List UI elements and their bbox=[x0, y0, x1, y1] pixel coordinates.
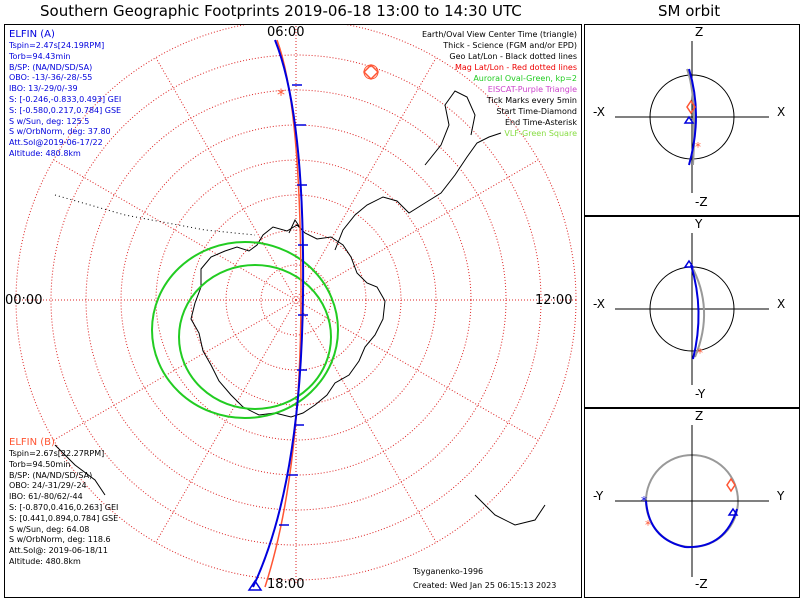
peninsula bbox=[288, 218, 302, 234]
axis-left: -X bbox=[593, 105, 605, 119]
elfin-b-line: IBO: 61/-80/62/-44 bbox=[9, 492, 83, 502]
legend-item: End Time-Asterisk bbox=[504, 118, 577, 127]
elfin-b-line: Altitude: 480.8km bbox=[9, 556, 81, 566]
elfin-b-name: ELFIN (B) bbox=[9, 437, 55, 448]
elfin-a-line: OBO: -13/-36/-28/-55 bbox=[9, 73, 93, 83]
elfin-b-line: B/SP: (NA/ND/SD/SA) bbox=[9, 470, 93, 480]
axis-top: Z bbox=[695, 25, 704, 39]
sm-plot-yz: * * bbox=[615, 425, 769, 577]
elfin-a-info: ELFIN (A) Tspin=2.47s[24.19RPM] Torb=94.… bbox=[9, 29, 121, 160]
axis-right: X bbox=[777, 105, 786, 119]
elfin-a-line: IBO: 13/-29/0/-39 bbox=[9, 84, 78, 94]
axis-bottom: -Y bbox=[695, 387, 706, 401]
time-label-top: 06:00 bbox=[267, 25, 305, 40]
elfin-b-line: S: [-0.870,0.416,0.263] GEI bbox=[9, 502, 119, 512]
elfin-a-line: S w/Sun, deg: 125.5 bbox=[9, 116, 90, 126]
map-title: Southern Geographic Footprints 2019-06-1… bbox=[40, 2, 522, 20]
elfin-b-info: ELFIN (B) Tspin=2.67s[22.27RPM] Torb=94.… bbox=[9, 437, 118, 568]
created-credit: Created: Wed Jan 25 06:15:13 2023 bbox=[413, 581, 557, 590]
elfin-a-track bbox=[252, 39, 305, 588]
end-asterisk-b: * bbox=[277, 85, 285, 104]
elfin-a-line: S: [-0.580,0.217,0.784] GSE bbox=[9, 105, 122, 115]
svg-text:*: * bbox=[695, 140, 701, 154]
elfin-a-ticks bbox=[279, 84, 308, 526]
sm-panel-yz: * * Z -Z -Y Y bbox=[584, 408, 800, 598]
elfin-b-line: Torb=94.50min bbox=[9, 459, 71, 469]
mag-lon-grid bbox=[16, 25, 576, 585]
sm-orbit-title: SM orbit bbox=[658, 2, 721, 20]
axis-bottom: -Z bbox=[695, 577, 708, 591]
sm-plot-xz: * bbox=[615, 41, 769, 193]
polar-map: * bbox=[15, 25, 577, 591]
elfin-a-line: Torb=94.43min bbox=[9, 51, 71, 61]
australia-coast bbox=[474, 494, 546, 526]
legend-item: Earth/Oval View Center Time (triangle) bbox=[421, 30, 577, 39]
time-label-right: 12:00 bbox=[535, 293, 573, 308]
elfin-b-line: OBO: 24/-31/29/-24 bbox=[9, 481, 87, 491]
sm-plot-xy: * bbox=[615, 233, 769, 385]
legend-item: Thick - Science (FGM and/or EPD) bbox=[443, 41, 577, 50]
elfin-a-line: S w/OrbNorm, deg: 37.80 bbox=[9, 127, 111, 137]
auroral-oval-outer bbox=[151, 241, 339, 419]
svg-text:*: * bbox=[697, 346, 703, 360]
elfin-a-line: Tspin=2.47s[24.19RPM] bbox=[9, 41, 105, 50]
axis-right: X bbox=[777, 297, 786, 311]
elfin-b-line: Tspin=2.67s[22.27RPM] bbox=[9, 449, 105, 458]
axis-top: Z bbox=[695, 409, 704, 423]
auroral-oval-inner bbox=[178, 264, 332, 410]
axis-top: Y bbox=[695, 217, 703, 231]
elfin-b-line: Att.Sol@: 2019-06-18/11 bbox=[9, 546, 108, 556]
axis-left: -Y bbox=[593, 489, 604, 503]
polar-map-panel: * ELFIN (A) Tspin=2.47s[24.19RPM] Torb=9… bbox=[4, 24, 582, 598]
elfin-a-line: B/SP: (NA/ND/SD/SA) bbox=[9, 62, 93, 72]
legend-item: Mag Lat/Lon - Red dotted lines bbox=[454, 63, 577, 72]
south-america-coast bbox=[334, 132, 502, 251]
legend-item: Tick Marks every 5min bbox=[486, 96, 577, 105]
start-ring-b bbox=[363, 64, 379, 80]
map-legend: Earth/Oval View Center Time (triangle) T… bbox=[422, 29, 577, 139]
geo-lon-line bbox=[54, 194, 256, 236]
sm-panel-xy: * Y -Y -X X bbox=[584, 216, 800, 408]
elfin-b-line: S: [0.441,0.894,0.784] GSE bbox=[9, 513, 119, 523]
svg-text:*: * bbox=[645, 518, 651, 532]
legend-item: Auroral Oval-Green, kp=2 bbox=[473, 74, 577, 83]
legend-item: VLF-Green Square bbox=[504, 129, 577, 138]
elfin-a-line: S: [-0.246,-0.833,0.493] GEI bbox=[9, 94, 122, 104]
time-label-left: 00:00 bbox=[5, 293, 43, 308]
time-label-bottom: 18:00 bbox=[267, 577, 305, 592]
axis-right: Y bbox=[777, 489, 785, 503]
elfin-a-line: Altitude: 480.8km bbox=[9, 148, 81, 158]
elfin-b-line: S w/OrbNorm, deg: 118.6 bbox=[9, 535, 111, 545]
elfin-b-line: S w/Sun, deg: 64.08 bbox=[9, 524, 90, 534]
model-credit: Tsyganenko-1996 bbox=[413, 567, 484, 576]
axis-left: -X bbox=[593, 297, 605, 311]
antarctica-coastline bbox=[190, 224, 386, 418]
elfin-a-line: Att.Sol@2019-06-17/22 bbox=[9, 138, 103, 148]
new-zealand-coast bbox=[54, 444, 106, 496]
legend-item: Start Time-Diamond bbox=[496, 107, 577, 116]
africa-coast bbox=[424, 90, 476, 166]
legend-item: Geo Lat/Lon - Black dotted lines bbox=[449, 52, 577, 61]
sm-panel-xz: * Z -Z -X X bbox=[584, 24, 800, 216]
elfin-a-name: ELFIN (A) bbox=[9, 29, 55, 40]
view-center-triangle bbox=[247, 579, 263, 591]
legend-item: EISCAT-Purple Triangle bbox=[487, 85, 577, 94]
svg-text:*: * bbox=[641, 494, 647, 508]
axis-bottom: -Z bbox=[695, 195, 708, 209]
